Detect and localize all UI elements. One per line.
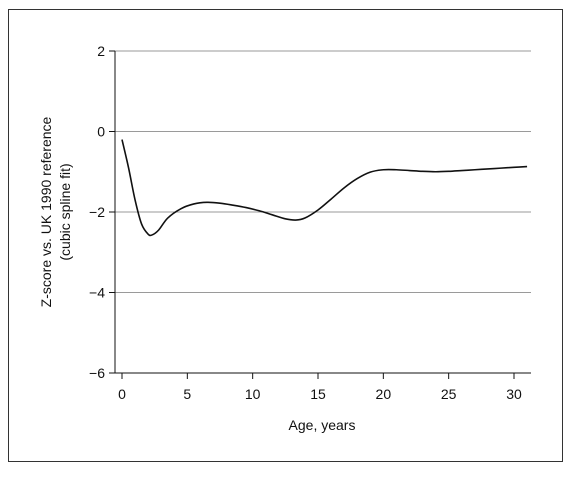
gridlines — [115, 50, 531, 293]
ticks — [109, 50, 515, 379]
y-tick-label: −6 — [89, 365, 105, 381]
x-tick-label: 30 — [506, 386, 522, 402]
y-axis-title-line1: Z-score vs. UK 1990 reference — [38, 116, 54, 307]
x-tick-label: 0 — [118, 386, 126, 402]
x-tick-label: 15 — [310, 386, 326, 402]
x-tick-label: 25 — [441, 386, 457, 402]
x-tick-label: 5 — [183, 386, 191, 402]
x-axis-title: Age, years — [289, 417, 356, 433]
y-tick-label: 0 — [97, 124, 105, 140]
y-tick-label: −4 — [89, 285, 105, 301]
y-axis-title-line2: (cubic spline fit) — [57, 163, 73, 260]
y-tick-label: 2 — [97, 43, 105, 59]
y-tick-label: −2 — [89, 204, 105, 220]
spline-curve — [121, 139, 528, 237]
x-tick-label: 20 — [376, 386, 392, 402]
chart-frame — [8, 9, 563, 462]
x-tick-label: 10 — [245, 386, 261, 402]
